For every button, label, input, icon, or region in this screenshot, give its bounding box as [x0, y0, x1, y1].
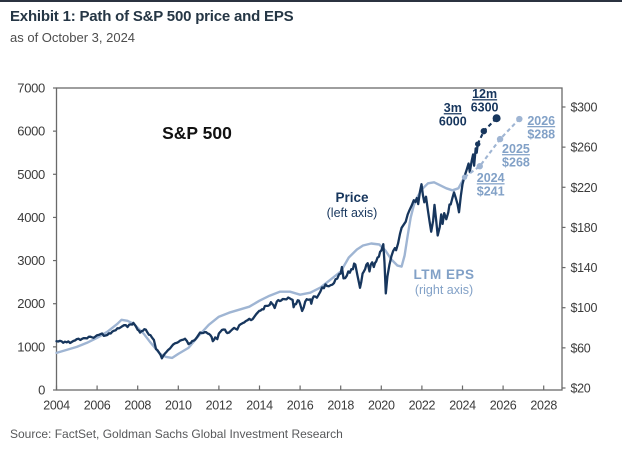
left-tick-label: 2000	[17, 296, 45, 311]
right-tick-label: $300	[571, 100, 598, 114]
eps-series-label: LTM EPS	[413, 267, 474, 282]
left-tick-label: 7000	[17, 81, 45, 96]
price-series-label: Price	[335, 190, 369, 205]
forecast-value-label: 6000	[439, 115, 467, 129]
right-tick-label: $260	[571, 141, 598, 155]
right-axis: $20 $60 $100 $140 $180 $220 $260 $300	[562, 100, 598, 396]
right-tick-label: $20	[571, 382, 591, 396]
forecast-value-label: $268	[502, 156, 530, 170]
x-tick-label: 2028	[530, 399, 557, 413]
x-tick-label: 2010	[165, 399, 192, 413]
eps-forecast: 2024$241 2025$268 2026$288	[461, 114, 555, 199]
x-tick-label: 2016	[287, 399, 314, 413]
right-tick-label: $180	[571, 221, 598, 235]
x-tick-label: 2004	[43, 399, 70, 413]
forecast-value-label: $288	[527, 128, 555, 142]
forecast-horizon-label: 2026	[527, 114, 555, 128]
x-tick-label: 2018	[327, 399, 354, 413]
right-tick-label: $140	[571, 261, 598, 275]
forecast-dash-line	[476, 117, 498, 145]
forecast-dot	[475, 141, 481, 147]
right-tick-label: $60	[571, 341, 591, 355]
x-tick-label: 2024	[449, 399, 476, 413]
chart-inside-title: S&P 500	[162, 123, 232, 143]
forecast-dash-line	[463, 118, 521, 179]
top-rule	[0, 0, 622, 2]
left-tick-label: 0	[38, 383, 45, 398]
x-tick-label: 2006	[84, 399, 111, 413]
forecast-horizon-label: 2025	[502, 142, 530, 156]
source-note: Source: FactSet, Goldman Sachs Global In…	[10, 427, 343, 441]
right-tick-label: $220	[571, 181, 598, 195]
forecast-horizon-label: 2024	[477, 171, 505, 185]
forecast-dot	[476, 163, 483, 170]
forecast-dot	[480, 127, 488, 135]
plot-frame	[55, 87, 563, 391]
x-tick-label: 2008	[124, 399, 151, 413]
forecast-dot	[492, 114, 501, 123]
left-tick-label: 3000	[17, 253, 45, 268]
forecast-horizon-label: 12m	[472, 87, 497, 101]
forecast-value-label: 6300	[471, 101, 499, 115]
chart-annotations: S&P 500 Price(left axis) LTM EPS(right axi…	[162, 123, 474, 297]
left-tick-label: 6000	[17, 124, 45, 139]
forecast-dot	[516, 115, 523, 123]
left-axis: 0 1000 2000 3000 4000 5000 6000 7000	[17, 81, 57, 398]
left-tick-label: 1000	[17, 339, 45, 354]
eps-series-sublabel: (right axis)	[415, 283, 473, 297]
x-tick-label: 2012	[206, 399, 233, 413]
forecast-dot	[496, 135, 504, 143]
forecast-value-label: $241	[477, 185, 505, 199]
price-series-sublabel: (left axis)	[327, 206, 378, 220]
left-tick-label: 4000	[17, 210, 45, 225]
left-tick-label: 5000	[17, 167, 45, 182]
forecast-dot	[461, 174, 468, 180]
x-axis: 2004 2006 2008 2010 2012 2014 2016 2018 2020 2022…	[43, 385, 558, 413]
x-tick-label: 2014	[246, 399, 273, 413]
right-tick-label: $100	[571, 301, 598, 315]
price-line	[55, 142, 479, 360]
exhibit-title: Exhibit 1: Path of S&P 500 price and EPS	[10, 8, 294, 25]
x-tick-label: 2026	[490, 399, 517, 413]
forecast-horizon-label: 3m	[444, 101, 462, 115]
x-tick-label: 2020	[368, 399, 395, 413]
exhibit-subtitle: as of October 3, 2024	[10, 30, 136, 45]
eps-line	[55, 175, 466, 360]
x-tick-label: 2022	[409, 399, 436, 413]
